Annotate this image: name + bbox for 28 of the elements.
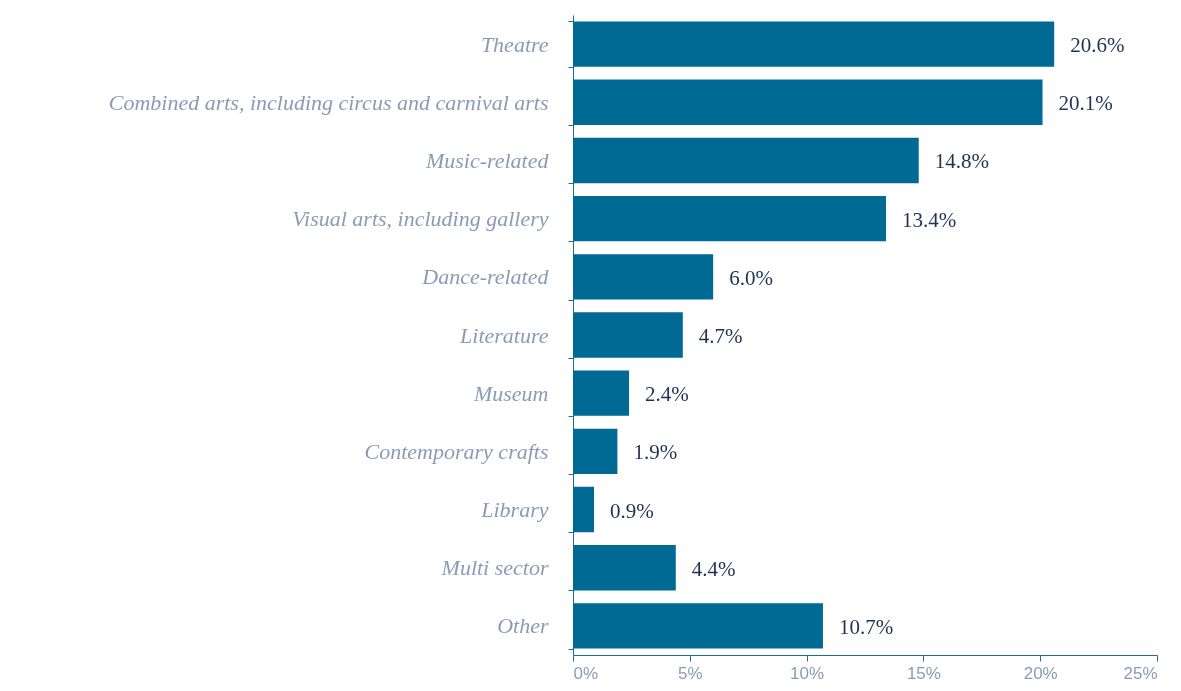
x-tick-label: 25% <box>1123 663 1158 683</box>
y-tick-label: Dance-related <box>421 264 550 290</box>
data-label: 4.4% <box>691 556 736 581</box>
data-label: 13.4% <box>902 207 957 232</box>
data-label: 14.8% <box>934 149 989 174</box>
y-tick-label: Literature <box>459 322 549 348</box>
data-label: 20.6% <box>1070 33 1125 58</box>
x-tick-label: 15% <box>906 663 941 683</box>
x-tick-label: 5% <box>678 663 703 683</box>
y-tick-label: Library <box>480 497 549 523</box>
y-tick-label: Other <box>497 613 549 639</box>
x-tick-label: 0% <box>573 663 599 683</box>
data-label: 0.9% <box>610 498 654 523</box>
y-tick-label: Multi sector <box>440 555 549 581</box>
y-tick-label: Museum <box>472 380 549 406</box>
data-label: 2.4% <box>645 382 689 407</box>
data-label: 4.7% <box>698 324 743 348</box>
y-tick-label: Combined arts, including circus and carnival arts <box>108 89 549 115</box>
data-label: 1.9% <box>633 440 678 465</box>
data-label: 20.1% <box>1058 91 1113 116</box>
y-tick-label: Contemporary crafts <box>364 438 549 464</box>
y-tick-label: Theatre <box>480 31 549 57</box>
x-tick-label: 10% <box>790 663 825 683</box>
x-tick-label: 20% <box>1023 663 1058 683</box>
y-tick-label: Visual arts, including gallery <box>292 206 549 232</box>
data-label: 6.0% <box>729 265 773 290</box>
data-label: 10.7% <box>838 614 894 639</box>
y-tick-label: Music-related <box>424 147 550 173</box>
